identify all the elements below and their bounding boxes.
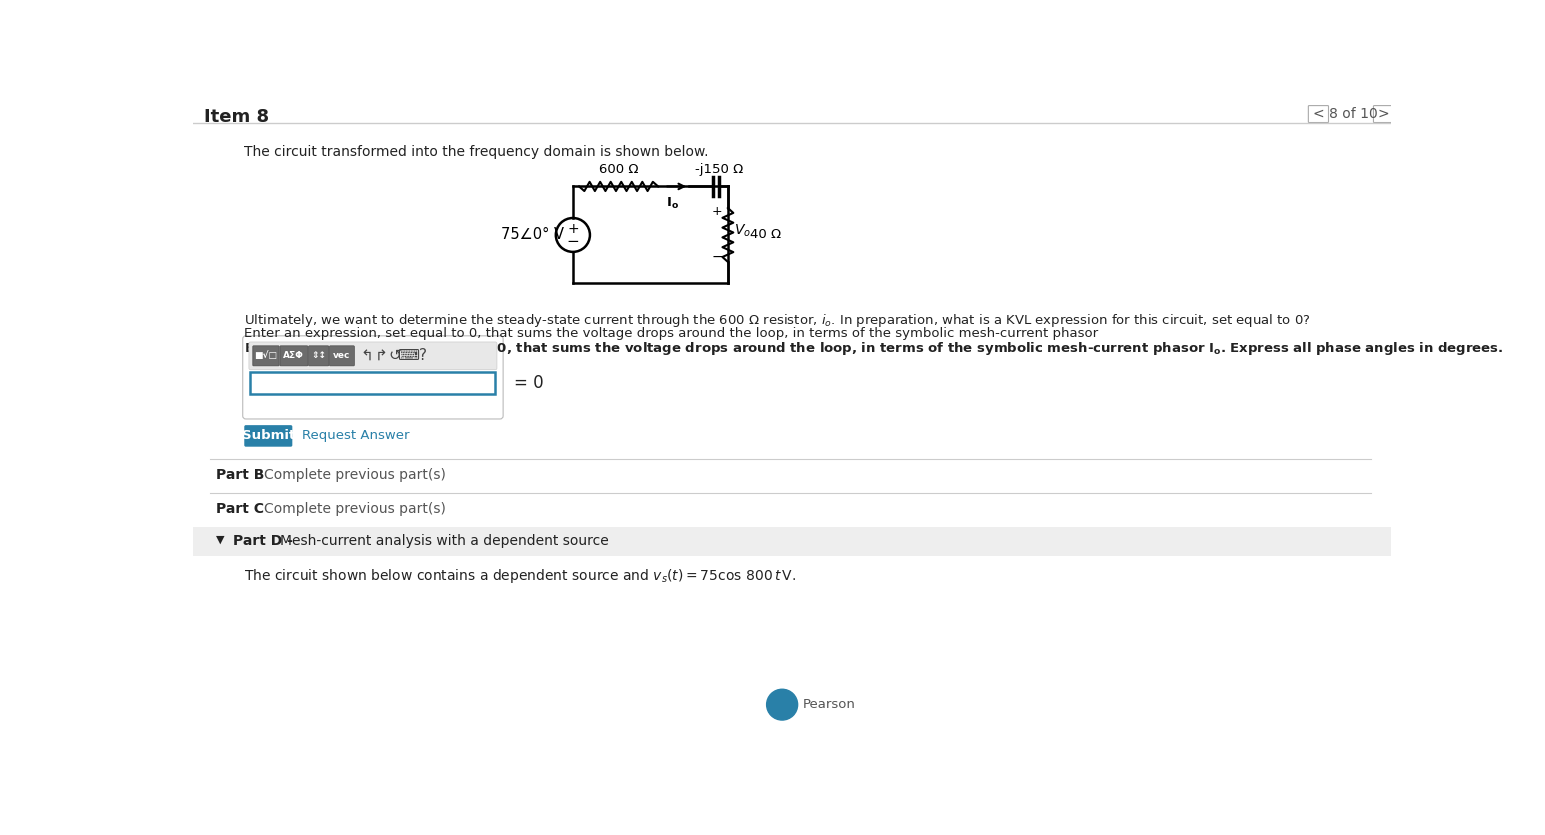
FancyBboxPatch shape [250, 372, 496, 393]
Text: Request Answer: Request Answer [301, 429, 409, 443]
Text: Item 8: Item 8 [204, 108, 269, 126]
Text: Pearson: Pearson [803, 698, 856, 711]
Text: ↱: ↱ [374, 348, 388, 363]
Text: 40 Ω: 40 Ω [749, 229, 780, 241]
FancyBboxPatch shape [244, 425, 292, 447]
Text: −: − [711, 250, 723, 265]
Text: The circuit shown below contains a dependent source and $v_s(t) = 75\cos\,800\,t: The circuit shown below contains a depen… [244, 567, 796, 584]
Text: ■√□: ■√□ [255, 352, 278, 361]
Text: Complete previous part(s): Complete previous part(s) [264, 468, 447, 483]
Text: Submit: Submit [241, 429, 295, 443]
FancyBboxPatch shape [329, 346, 354, 366]
Text: Part B: Part B [216, 468, 264, 483]
Text: 75∠0° V: 75∠0° V [501, 227, 564, 242]
Text: +: + [712, 205, 723, 218]
Text: $V_o$: $V_o$ [734, 222, 751, 239]
FancyBboxPatch shape [280, 346, 307, 366]
Text: ⌨: ⌨ [397, 348, 420, 363]
Text: ⇕↕: ⇕↕ [311, 352, 326, 361]
Text: Part C: Part C [216, 502, 264, 516]
FancyBboxPatch shape [309, 346, 329, 366]
Text: Part D -: Part D - [233, 534, 298, 549]
Text: Mesh-current analysis with a dependent source: Mesh-current analysis with a dependent s… [280, 534, 609, 549]
Text: The circuit transformed into the frequency domain is shown below.: The circuit transformed into the frequen… [244, 144, 708, 159]
Text: Enter an expression, set equal to 0, that sums the voltage drops around the loop: Enter an expression, set equal to 0, tha… [244, 327, 1102, 341]
Text: 600 Ω: 600 Ω [599, 163, 638, 175]
Text: ?: ? [419, 348, 426, 363]
Text: AΣΦ: AΣΦ [283, 352, 304, 361]
Bar [193, 527, 1390, 556]
FancyBboxPatch shape [1374, 105, 1394, 123]
Text: = 0: = 0 [514, 374, 544, 392]
Text: Complete previous part(s): Complete previous part(s) [264, 502, 447, 516]
FancyBboxPatch shape [253, 346, 280, 366]
Text: Ultimately, we want to determine the steady-state current through the 600 Ω resi: Ultimately, we want to determine the ste… [244, 312, 1310, 329]
FancyBboxPatch shape [243, 336, 504, 419]
Text: −: − [567, 235, 579, 250]
Text: <: < [1313, 107, 1324, 121]
Text: ▼: ▼ [216, 534, 226, 544]
Text: ↺: ↺ [388, 348, 402, 363]
Text: >: > [1378, 107, 1389, 121]
Text: ↰: ↰ [360, 348, 372, 363]
Text: +: + [567, 222, 579, 235]
Text: vec: vec [334, 352, 351, 361]
Text: 8 of 10: 8 of 10 [1329, 107, 1378, 121]
Circle shape [766, 689, 797, 720]
FancyBboxPatch shape [249, 342, 497, 370]
Text: $\mathbf{I_o}$: $\mathbf{I_o}$ [666, 195, 678, 210]
Text: -j150 Ω: -j150 Ω [695, 163, 743, 175]
Text: Enter an expression, set equal to 0, that sums the voltage drops around the loop: Enter an expression, set equal to 0, tha… [244, 340, 1503, 357]
FancyBboxPatch shape [1309, 105, 1329, 123]
